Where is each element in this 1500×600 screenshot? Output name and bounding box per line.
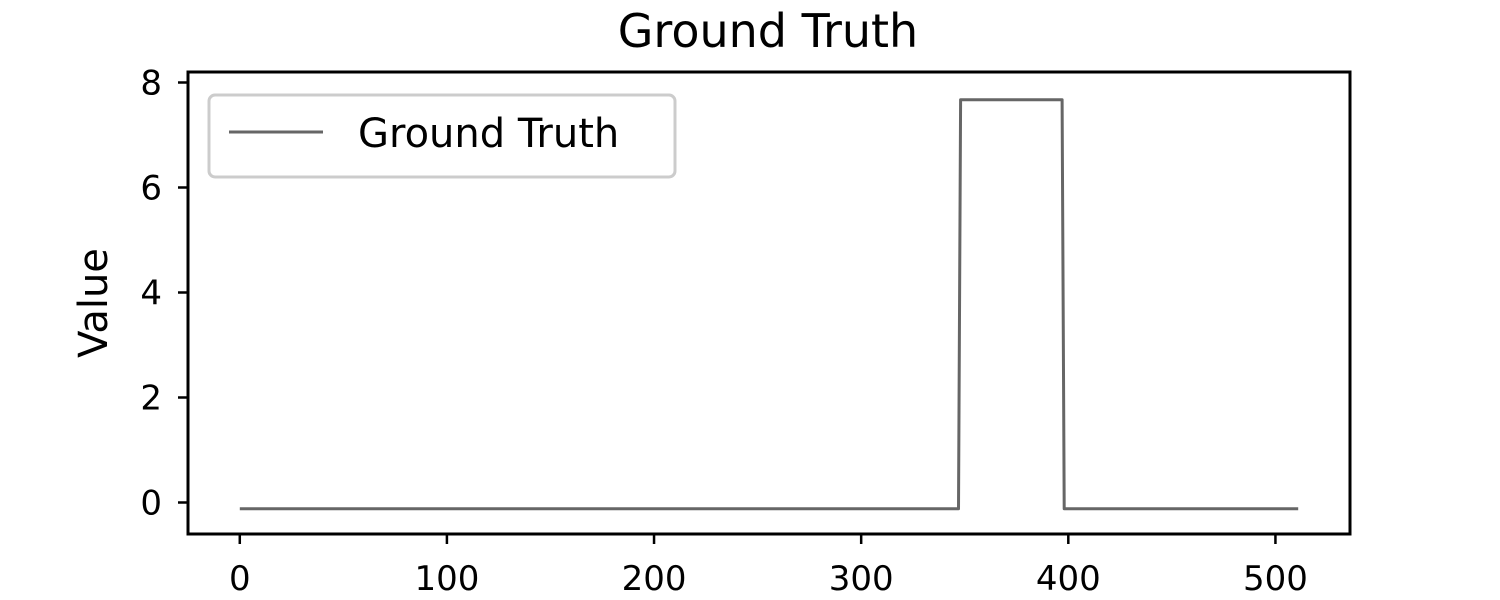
- legend: Ground Truth: [207, 93, 677, 179]
- y-tick-label: 0: [140, 484, 162, 524]
- legend-box: [207, 93, 677, 179]
- y-tick-label: 6: [140, 169, 162, 209]
- chart-title: Ground Truth: [618, 4, 918, 58]
- plot-frame: [186, 70, 1352, 536]
- axis-ticks: 0 100 200 300 400 500 0 2 4 6 8: [140, 64, 1308, 600]
- x-tick-label: 200: [622, 559, 687, 599]
- x-tick-label: 300: [829, 559, 894, 599]
- x-tick-label: 100: [414, 559, 479, 599]
- y-tick-label: 8: [140, 64, 162, 104]
- series-line-ground-truth: [239, 98, 1299, 511]
- y-tick-label: 2: [140, 379, 162, 419]
- y-axis-label: Value: [71, 248, 117, 358]
- x-tick-label: 500: [1243, 559, 1308, 599]
- y-tick-label: 4: [140, 274, 162, 314]
- x-tick-label: 400: [1036, 559, 1101, 599]
- legend-label-ground-truth: Ground Truth: [358, 111, 619, 157]
- x-tick-label: 0: [229, 559, 251, 599]
- series-group: [239, 98, 1299, 511]
